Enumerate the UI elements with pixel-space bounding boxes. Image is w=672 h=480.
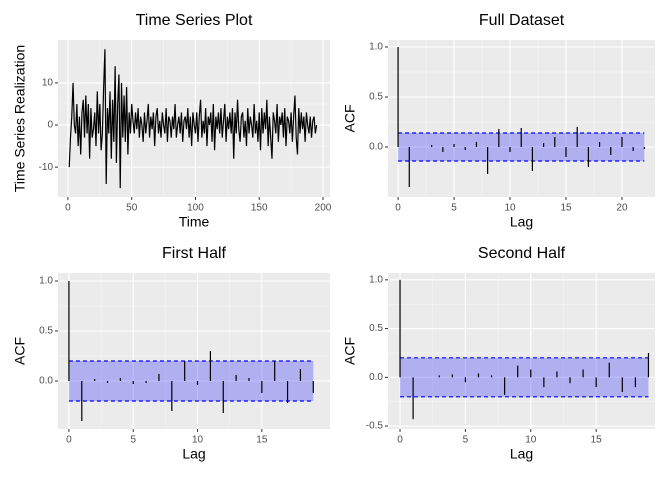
- y-tick-label: 0.0: [369, 142, 383, 153]
- x-tick-label: 200: [315, 203, 332, 214]
- x-tick-label: 0: [65, 203, 71, 214]
- x-tick-label: 0: [395, 203, 401, 214]
- x-axis-label: Time: [179, 214, 210, 230]
- confidence-band: [68, 361, 314, 401]
- y-tick-label: 1.0: [369, 42, 383, 53]
- y-axis-label: ACF: [12, 337, 28, 365]
- x-axis-label: Lag: [182, 446, 205, 462]
- series-line: [68, 49, 318, 189]
- x-tick-label: 50: [126, 203, 138, 214]
- panel-background: [388, 273, 655, 429]
- x-tick-label: 5: [463, 435, 469, 446]
- y-tick-label: 0.5: [369, 323, 383, 334]
- y-tick-label: -0.5: [366, 421, 384, 432]
- y-tick-label: 0.0: [369, 372, 383, 383]
- x-tick-label: 0: [397, 435, 403, 446]
- y-axis-label: Time Series Realization: [12, 45, 28, 192]
- y-tick-label: 1.0: [369, 274, 383, 285]
- x-tick-label: 150: [251, 203, 268, 214]
- y-tick-label: 0.5: [39, 326, 53, 337]
- x-tick-label: 0: [66, 435, 72, 446]
- x-tick-label: 5: [130, 435, 136, 446]
- panel-title: Time Series Plot: [136, 12, 253, 29]
- x-tick-label: 10: [504, 203, 516, 214]
- y-axis-label: ACF: [342, 105, 358, 133]
- x-tick-label: 15: [256, 435, 268, 446]
- x-tick-label: 10: [525, 435, 537, 446]
- panel-background: [58, 273, 330, 429]
- y-tick-label: 0.0: [39, 376, 53, 387]
- y-tick-label: 0.5: [369, 92, 383, 103]
- x-tick-label: 100: [187, 203, 204, 214]
- panel-title: Full Dataset: [479, 12, 565, 29]
- y-tick-label: 1.0: [39, 276, 53, 287]
- x-tick-label: 5: [451, 203, 457, 214]
- x-tick-label: 20: [616, 203, 628, 214]
- panel-background: [388, 40, 655, 197]
- x-axis-label: Lag: [510, 214, 533, 230]
- x-axis-label: Lag: [510, 446, 533, 462]
- y-tick-label: -10: [39, 162, 54, 173]
- y-axis-label: ACF: [342, 337, 358, 365]
- y-tick-label: 10: [42, 78, 54, 89]
- x-tick-label: 15: [591, 435, 603, 446]
- panel-title: Second Half: [478, 245, 566, 262]
- panel-title: First Half: [162, 245, 227, 262]
- y-tick-label: 0: [47, 120, 53, 131]
- confidence-band: [400, 357, 649, 397]
- x-tick-label: 10: [192, 435, 204, 446]
- x-tick-label: 15: [560, 203, 572, 214]
